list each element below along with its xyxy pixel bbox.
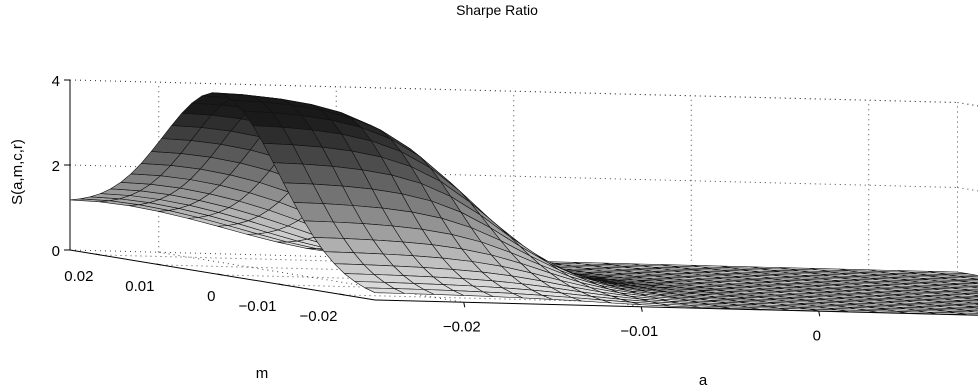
tick-labels: 0240.020.010−0.01−0.02−0.02−0.0100.010.0… [52, 73, 821, 344]
surface-patch [959, 284, 978, 287]
a-tick-mark [463, 302, 466, 308]
surface-patch [938, 276, 978, 280]
surface-patch [970, 286, 978, 289]
right-wall-z-gridline [957, 187, 978, 192]
surface-patch [955, 308, 978, 311]
z-tick-label: 4 [52, 73, 60, 90]
surface-patch [971, 294, 978, 297]
surface-patch [941, 289, 978, 293]
surface-patch [975, 311, 978, 313]
x-axis-label: a [699, 372, 708, 389]
surface-patch [958, 280, 978, 283]
z-axis-label: S(a,m,c,r) [9, 139, 26, 205]
m-tick-mark [339, 293, 345, 296]
surface-patch [939, 281, 978, 285]
m-tick-label: 0.02 [64, 268, 93, 285]
surface-patch [961, 292, 978, 296]
surface-patch [943, 298, 978, 302]
surface-patch [952, 295, 978, 299]
surface-patch [968, 277, 978, 280]
m-tick-label: −0.01 [239, 298, 277, 315]
surface-patch [942, 293, 978, 297]
surface-patch [954, 304, 978, 307]
m-tick-label: 0 [207, 288, 215, 305]
surface-patch [965, 309, 978, 313]
m-tick-label: −0.02 [300, 308, 338, 325]
m-tick-mark [95, 253, 101, 256]
surface-patch [964, 305, 978, 309]
surface-patch [970, 290, 978, 293]
surface-patch [974, 307, 978, 309]
surface-patch [949, 282, 978, 286]
z-tick-label: 0 [52, 243, 60, 260]
surface-patch [960, 288, 978, 292]
surface [69, 92, 978, 316]
m-tick-mark [217, 273, 223, 276]
a-tick-mark [640, 306, 643, 312]
a-tick-label: 0 [813, 327, 821, 344]
surface-patch [958, 275, 978, 279]
surface-patch [950, 287, 978, 290]
y-axis-label: m [256, 365, 269, 382]
a-tick-label: −0.01 [620, 323, 658, 340]
surface-patch [948, 278, 978, 282]
surface-patch [956, 312, 978, 316]
m-tick-mark [156, 263, 162, 266]
surface-patch [947, 274, 978, 278]
z-tick-label: 2 [52, 158, 60, 175]
surface-patch [945, 306, 978, 310]
box-top-right-edge [957, 102, 978, 107]
surface-patch [953, 299, 978, 303]
surface-patch [973, 303, 978, 305]
chart-title: Sharpe Ratio [456, 2, 538, 18]
surface-patch [944, 302, 978, 306]
surface-patch [951, 291, 978, 295]
surface-patch [963, 301, 978, 304]
surface-patch [969, 281, 978, 284]
a-tick-label: −0.02 [443, 318, 481, 335]
surface-patch [945, 310, 978, 314]
a-tick-mark [818, 311, 821, 317]
right-wall-z-gridline [957, 102, 978, 107]
m-tick-mark [278, 283, 284, 286]
surface-patch [962, 297, 978, 300]
surface-patch [940, 285, 978, 289]
m-tick-label: 0.01 [125, 278, 154, 295]
surface-patch [972, 298, 978, 301]
